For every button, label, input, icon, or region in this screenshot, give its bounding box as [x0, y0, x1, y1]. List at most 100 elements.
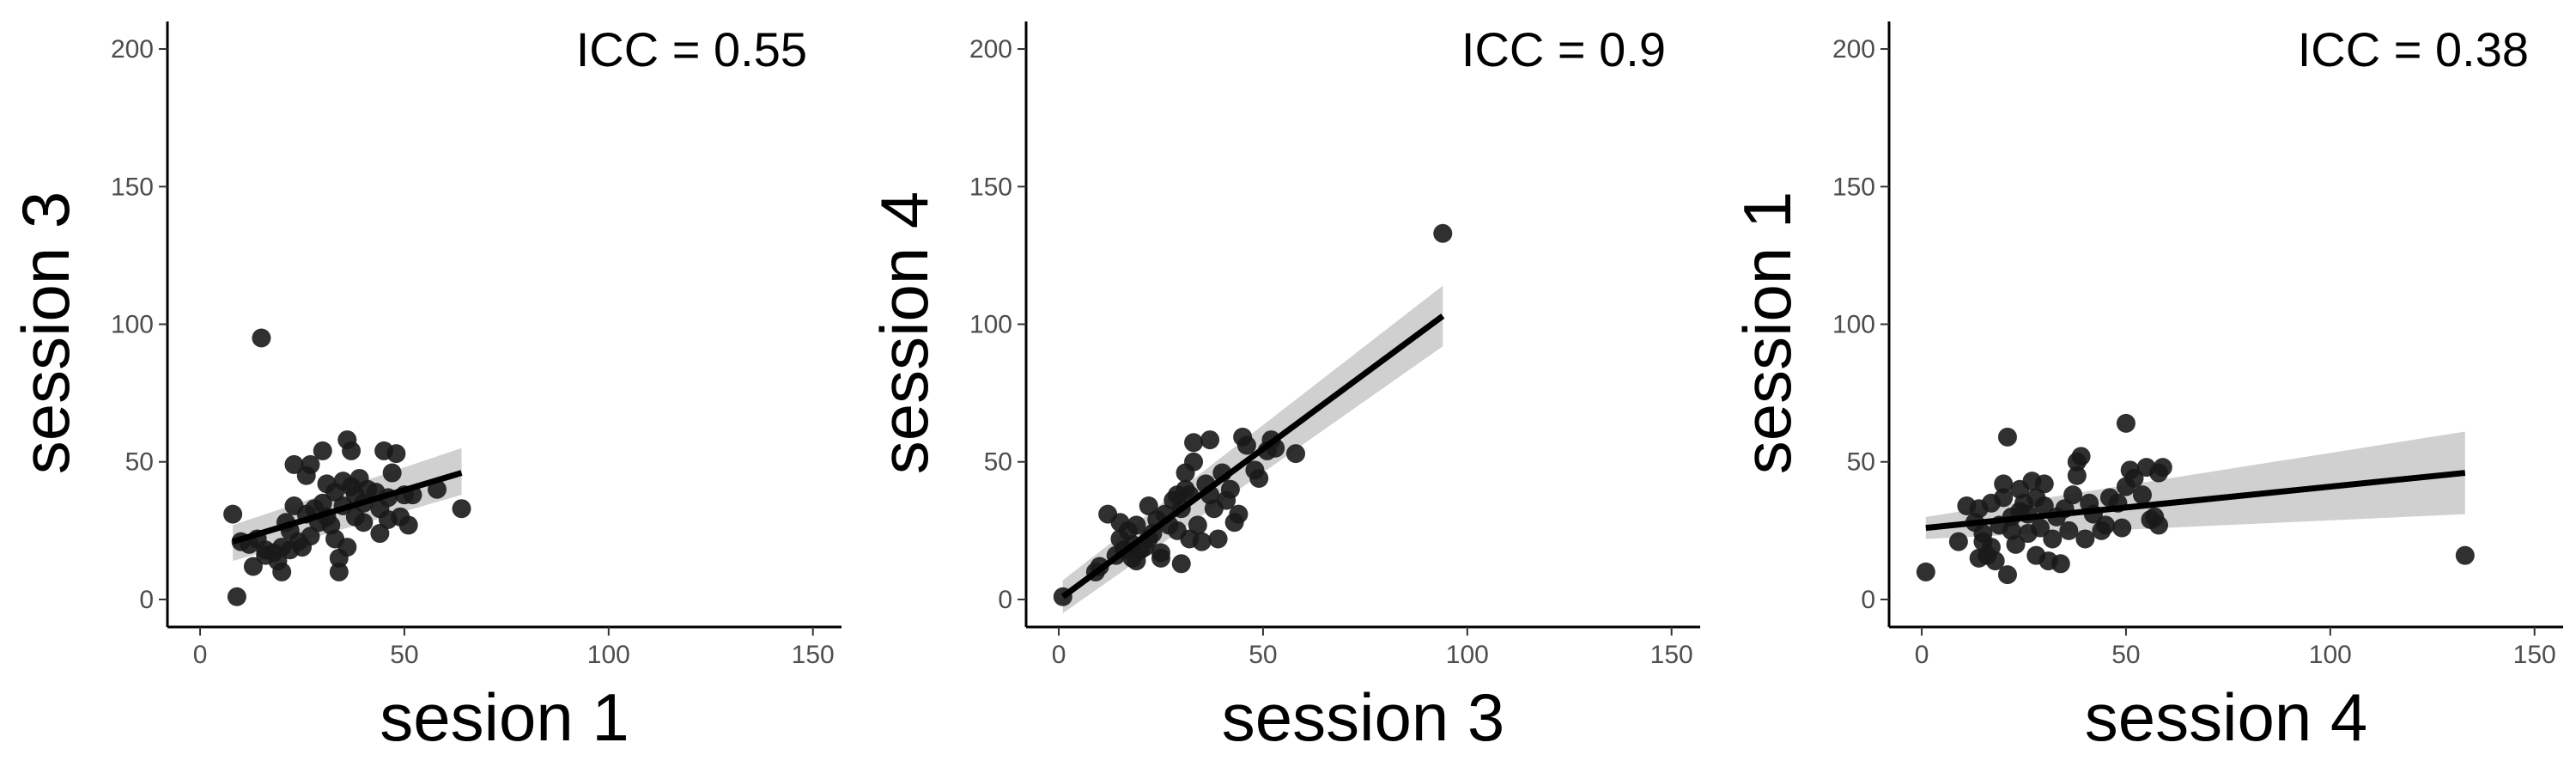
- panel-1-x-tick-label: 0: [193, 641, 208, 669]
- panel-3-data-point: [1997, 565, 2017, 585]
- panel-3-data-point: [2043, 529, 2063, 549]
- panel-3-y-axis-title: session 1: [1729, 192, 1805, 475]
- panel-3-data-point: [2153, 458, 2172, 478]
- panel-3-y-tick-label: 100: [1832, 311, 1875, 339]
- panel-3-data-point: [1916, 562, 1935, 581]
- panel-2-y-axis-title: session 4: [866, 192, 942, 475]
- panel-1-data-point: [223, 504, 243, 524]
- panel-2-data-point: [1236, 435, 1256, 455]
- panel-1-y-tick-label: 100: [111, 311, 154, 339]
- panel-1-plot-area: 0 50 100 150 200 0 50 100 150: [111, 21, 841, 669]
- panel-1-data-point: [337, 538, 357, 557]
- panel-1-data-point: [227, 587, 246, 606]
- panel-3-regression-line: [1925, 470, 2466, 532]
- panel-1-data-point: [243, 557, 263, 576]
- panel-1-data-point: [329, 562, 349, 581]
- panel-1-x-tick-label: 150: [792, 641, 835, 669]
- panel-3-data-point: [2075, 529, 2095, 549]
- panel-2-data-point: [1286, 444, 1305, 464]
- panel-3-x-axis-title: session 4: [2085, 679, 2368, 755]
- panel-1-data-point: [386, 444, 406, 464]
- panel-3-data-point: [2063, 485, 2083, 505]
- panel-1-y-tick-label: 0: [139, 586, 154, 614]
- panel-3-data-point: [2034, 474, 2054, 494]
- panel-2-data-point: [1184, 433, 1204, 453]
- panel-3-data-point: [2124, 468, 2144, 488]
- panel-3-data-point: [2455, 545, 2475, 565]
- panel-3-data-point: [2050, 554, 2070, 574]
- panel-1-data-point: [382, 463, 402, 483]
- panel-3-data-point: [2112, 518, 2132, 538]
- panel-2-data-point: [1208, 529, 1228, 549]
- panel-1-data-point: [370, 524, 390, 544]
- panel-2-y-tick-label: 0: [998, 586, 1012, 614]
- panel-3-icc-annotation: ICC = 0.38: [2298, 22, 2529, 76]
- panel-3-data-point: [1948, 532, 1968, 551]
- panel-2-x-tick-label: 50: [1249, 641, 1277, 669]
- panel-2-data-point: [1188, 515, 1207, 535]
- panel-3-x-tick-label: 50: [2111, 641, 2140, 669]
- panel-3-data-point: [2031, 518, 2050, 538]
- panel-3-x-tick-label: 150: [2513, 641, 2556, 669]
- panel-2-y-tick-label: 150: [969, 173, 1012, 201]
- panel-3-data-point: [2132, 485, 2152, 505]
- panel-3-data-point: [2067, 466, 2087, 485]
- panel-2-x-tick-label: 0: [1052, 641, 1066, 669]
- panel-3-data-point: [2149, 515, 2168, 535]
- panel-3-data-point: [1985, 551, 2005, 571]
- panel-3-data-point: [2034, 496, 2054, 515]
- panel-3-data-point: [2116, 413, 2136, 433]
- panel-2-regression-line: [1060, 313, 1445, 600]
- panel-2-y-tick-label: 50: [984, 448, 1012, 477]
- panel-2-data-point: [1229, 504, 1249, 524]
- panel-3-data-point: [2059, 520, 2079, 540]
- panel-2-data-point: [1139, 496, 1158, 515]
- panel-1-y-axis-title: session 3: [8, 192, 83, 475]
- panel-1-data-point: [301, 526, 320, 546]
- panel-1-data-point: [272, 562, 292, 581]
- panel-2-data-point: [1192, 532, 1212, 551]
- panel-2-x-tick-label: 150: [1650, 641, 1693, 669]
- panel-3-data-point: [1997, 427, 2017, 447]
- panel-3-y-tick-label: 150: [1832, 173, 1875, 201]
- panel-2-data-point: [1127, 515, 1146, 535]
- panel-1-icc-annotation: ICC = 0.55: [576, 22, 807, 76]
- panel-3-x-tick-label: 100: [2309, 641, 2352, 669]
- panel-1-data-point: [284, 454, 304, 474]
- panel-2-data-point: [1171, 554, 1191, 574]
- panel-1-data-point: [354, 513, 374, 533]
- panel-3-data-point: [2006, 534, 2026, 554]
- panel-1-data-point: [252, 328, 271, 348]
- panel-3-data-point: [2071, 447, 2091, 466]
- panel-2-data-point: [1200, 430, 1220, 450]
- panel-1-y-tick-label: 50: [125, 448, 154, 477]
- panel-1-data-point: [398, 515, 418, 535]
- panel-3-plot-area: 0 50 100 150 200 0 50 100 150: [1832, 21, 2563, 669]
- panel-3-data-point: [1994, 474, 2014, 494]
- panel-1-x-tick-label: 100: [587, 641, 630, 669]
- panel-1-data-point: [313, 441, 332, 460]
- panel-3-y-tick-label: 200: [1832, 35, 1875, 64]
- panel-1: 0 50 100 150 200 0 50 100 150 ICC = 0.55 sesion …: [8, 21, 841, 755]
- panel-2-x-axis-title: session 3: [1222, 679, 1505, 755]
- panel-3-y-tick-label: 0: [1861, 586, 1875, 614]
- panel-1-x-axis-title: sesion 1: [380, 679, 629, 755]
- panel-3: 0 50 100 150 200 0 50 100 150 ICC = 0.38 session…: [1729, 21, 2563, 755]
- panel-1-data-point: [452, 499, 471, 519]
- panel-2-icc-annotation: ICC = 0.9: [1461, 22, 1666, 76]
- panel-2-plot-area: 0 50 100 150 200 0 50 100 150: [969, 21, 1700, 669]
- panel-1-y-tick-label: 150: [111, 173, 154, 201]
- panel-2-x-tick-label: 100: [1446, 641, 1489, 669]
- panel-2-data-point: [1184, 452, 1204, 472]
- panel-2-y-tick-label: 100: [969, 311, 1012, 339]
- panel-1-y-tick-label: 200: [111, 35, 154, 64]
- panel-1-data-point: [301, 454, 320, 474]
- panel-1-regression-line: [232, 470, 463, 545]
- panel-3-x-tick-label: 0: [1915, 641, 1929, 669]
- panel-3-data-point: [2096, 515, 2116, 535]
- panel-2-y-tick-label: 200: [969, 35, 1012, 64]
- panel-1-x-tick-label: 50: [390, 641, 418, 669]
- panel-2-data-point: [1220, 479, 1240, 499]
- panel-1-data-point: [342, 441, 361, 460]
- panel-3-data-point: [1994, 488, 2014, 508]
